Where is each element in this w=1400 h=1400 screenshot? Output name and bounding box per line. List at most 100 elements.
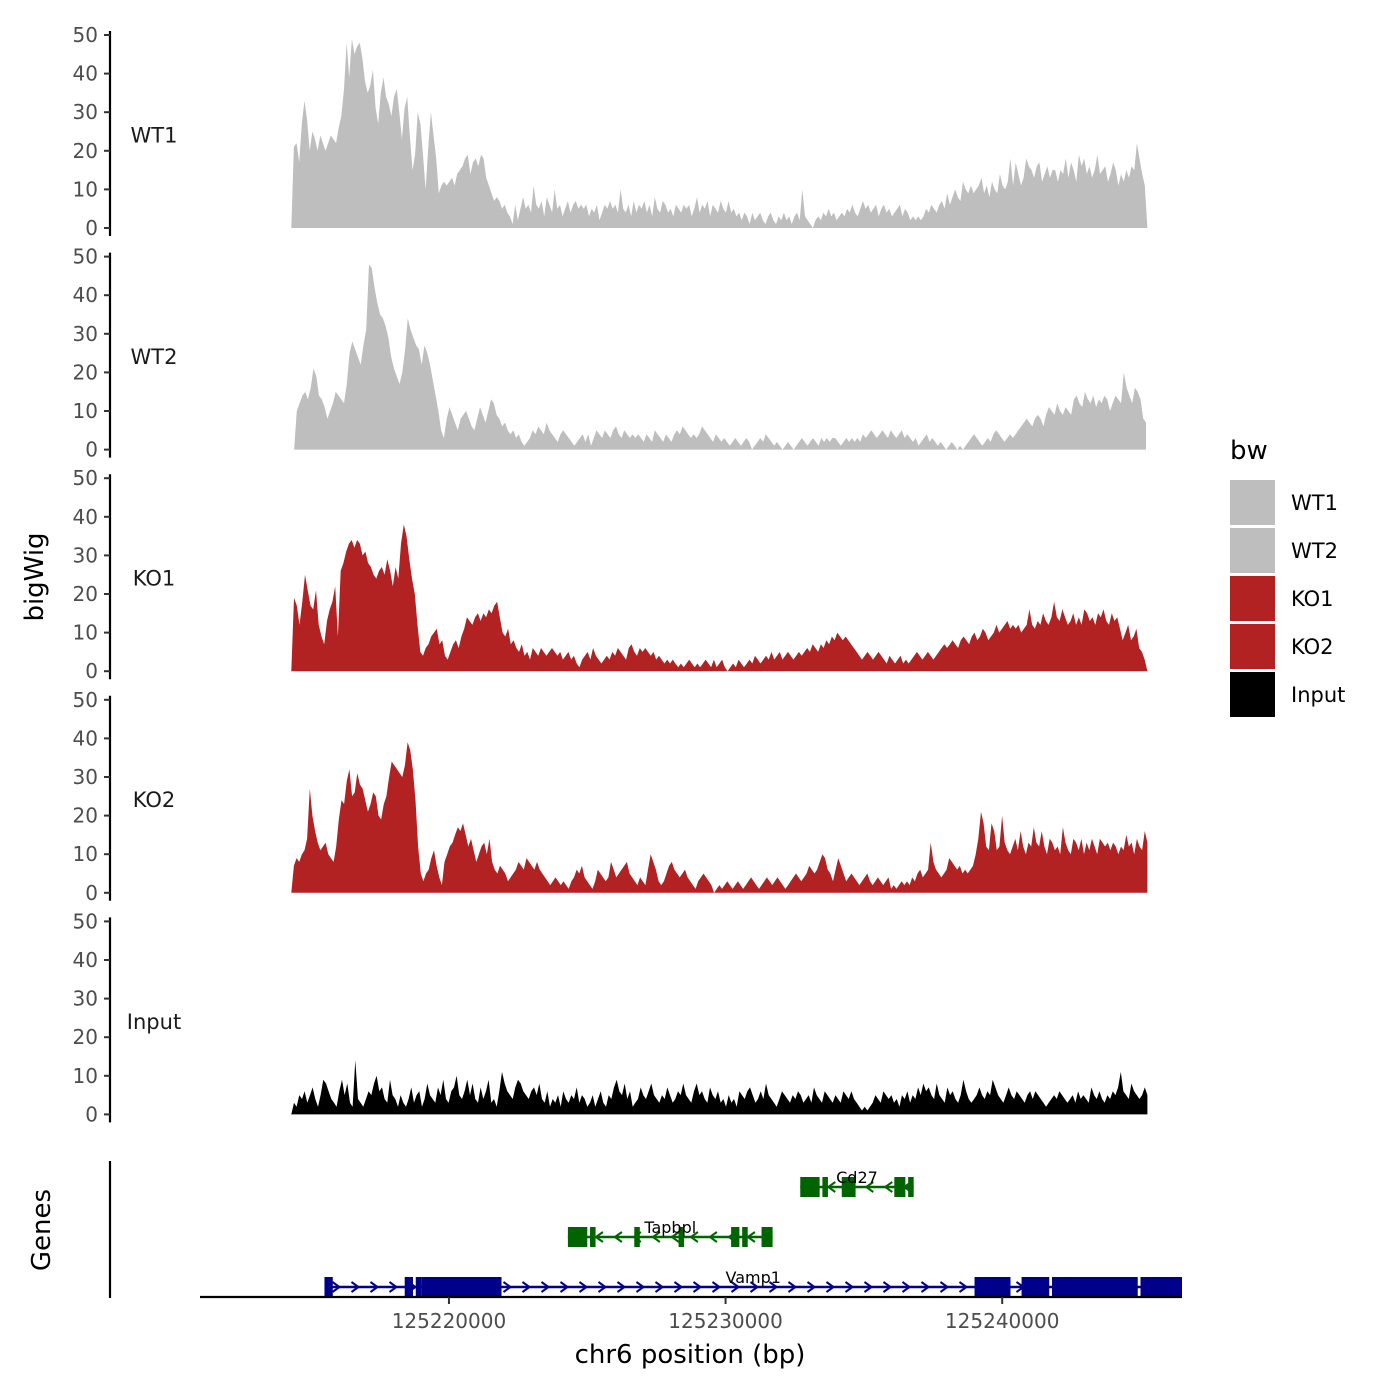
strand-arrow xyxy=(746,1231,756,1243)
y-tick-label: 30 xyxy=(73,765,98,789)
strand-arrow xyxy=(673,1281,684,1293)
gene-exon xyxy=(974,1277,1011,1297)
y-tick-label: 20 xyxy=(73,360,98,384)
strand-arrow xyxy=(939,1281,950,1293)
legend-label: KO1 xyxy=(1291,587,1334,611)
strand-arrow xyxy=(920,1281,931,1293)
strand-arrow xyxy=(651,1231,661,1243)
gene-exon xyxy=(634,1227,640,1247)
strand-arrow xyxy=(730,1281,741,1293)
strand-arrow xyxy=(689,1231,699,1243)
gene-exon xyxy=(908,1177,914,1197)
strand-arrow xyxy=(711,1281,722,1293)
gene-exon xyxy=(800,1177,820,1197)
strand-arrow xyxy=(787,1281,798,1293)
track-label: KO2 xyxy=(133,788,176,812)
y-tick-label: 20 xyxy=(73,1025,98,1049)
legend-label: KO2 xyxy=(1291,635,1334,659)
legend-key xyxy=(1230,672,1275,717)
y-tick-label: 10 xyxy=(73,1064,98,1088)
gene-exon xyxy=(421,1277,502,1297)
strand-arrow xyxy=(825,1281,836,1293)
strand-arrow xyxy=(616,1281,627,1293)
track-label: KO1 xyxy=(133,567,176,591)
y-tick-label: 0 xyxy=(85,216,98,240)
strand-arrow xyxy=(578,1281,589,1293)
gene-exon xyxy=(761,1227,773,1247)
strand-arrow xyxy=(883,1181,893,1193)
gene-exon xyxy=(404,1277,413,1297)
legend-key xyxy=(1230,624,1275,669)
track-wt2: 0 10 20 30 40 50 WT2 xyxy=(73,245,1147,462)
strand-arrow xyxy=(369,1281,380,1293)
strand-arrow xyxy=(350,1281,361,1293)
legend-key xyxy=(1230,528,1275,573)
gene-track: Cd27 Tapbpl Vamp1 xyxy=(108,1161,1182,1298)
y-tick-label: 30 xyxy=(73,987,98,1011)
strand-arrow xyxy=(692,1281,703,1293)
gene-exon xyxy=(678,1227,685,1247)
gene-exon xyxy=(324,1277,333,1297)
gene-exon xyxy=(841,1177,856,1197)
strand-arrow xyxy=(521,1281,532,1293)
y-tick-label: 20 xyxy=(73,582,98,606)
strand-arrow xyxy=(502,1281,513,1293)
gene-exon xyxy=(1051,1277,1138,1297)
signal-tracks: 0 10 20 30 40 50 WT1 0 10 20 30 40 50 WT2 0 10 20 30 40 50 K… xyxy=(73,23,1148,1126)
y-tick-label: 50 xyxy=(73,23,98,47)
y-tick-label: 30 xyxy=(73,322,98,346)
y-tick-label: 10 xyxy=(73,842,98,866)
legend-key xyxy=(1230,480,1275,525)
y-tick-label: 40 xyxy=(73,62,98,86)
track-wt1: 0 10 20 30 40 50 WT1 xyxy=(73,23,1148,240)
strand-arrow xyxy=(388,1281,399,1293)
legend: bw WT1 WT2 KO1 KO2 Input xyxy=(1230,436,1345,717)
x-tick-label: 125240000 xyxy=(945,1309,1060,1333)
y-tick-label: 40 xyxy=(73,283,98,307)
gene-exon xyxy=(590,1227,596,1247)
strand-arrow xyxy=(670,1231,680,1243)
track-input: 0 10 20 30 40 50 Input xyxy=(73,909,1148,1126)
gene-vamp1: Vamp1 xyxy=(324,1268,1182,1297)
x-tick-label: 125220000 xyxy=(392,1309,507,1333)
signal-area xyxy=(291,38,1148,229)
y-tick-label: 50 xyxy=(73,688,98,712)
y-tick-label: 40 xyxy=(73,505,98,529)
y-tick-label: 40 xyxy=(73,726,98,750)
gene-label: Vamp1 xyxy=(726,1268,781,1287)
y-tick-label: 50 xyxy=(73,466,98,490)
legend-label: Input xyxy=(1291,683,1345,707)
y-tick-label: 0 xyxy=(85,438,98,462)
strand-arrow xyxy=(654,1281,665,1293)
gene-label: Tapbpl xyxy=(643,1218,696,1237)
y-tick-label: 0 xyxy=(85,1102,98,1126)
y-tick-label: 50 xyxy=(73,245,98,269)
legend-label: WT1 xyxy=(1291,491,1338,515)
strand-arrow xyxy=(863,1281,874,1293)
legend-title: bw xyxy=(1230,436,1268,466)
y-tick-label: 10 xyxy=(73,399,98,423)
strand-arrow xyxy=(635,1281,646,1293)
strand-arrow xyxy=(864,1181,874,1193)
x-tick-label: 125230000 xyxy=(668,1309,783,1333)
strand-arrow xyxy=(844,1281,855,1293)
track-ko1: 0 10 20 30 40 50 KO1 xyxy=(73,466,1148,683)
y-tick-label: 10 xyxy=(73,177,98,201)
strand-arrow xyxy=(613,1231,623,1243)
strand-arrow xyxy=(901,1281,912,1293)
strand-arrow xyxy=(882,1281,893,1293)
strand-arrow xyxy=(749,1281,760,1293)
track-label: WT1 xyxy=(131,123,178,147)
y-tick-label: 0 xyxy=(85,659,98,683)
y-tick-label: 20 xyxy=(73,139,98,163)
signal-area xyxy=(291,1060,1148,1115)
y-axis-title: bigWig xyxy=(20,532,50,621)
y-tick-label: 10 xyxy=(73,621,98,645)
x-axis-title: chr6 position (bp) xyxy=(575,1340,806,1370)
y-tick-label: 30 xyxy=(73,543,98,567)
strand-arrow xyxy=(826,1181,836,1193)
genes-axis-title: Genes xyxy=(27,1189,57,1271)
strand-arrow xyxy=(594,1231,604,1243)
y-tick-label: 0 xyxy=(85,881,98,905)
